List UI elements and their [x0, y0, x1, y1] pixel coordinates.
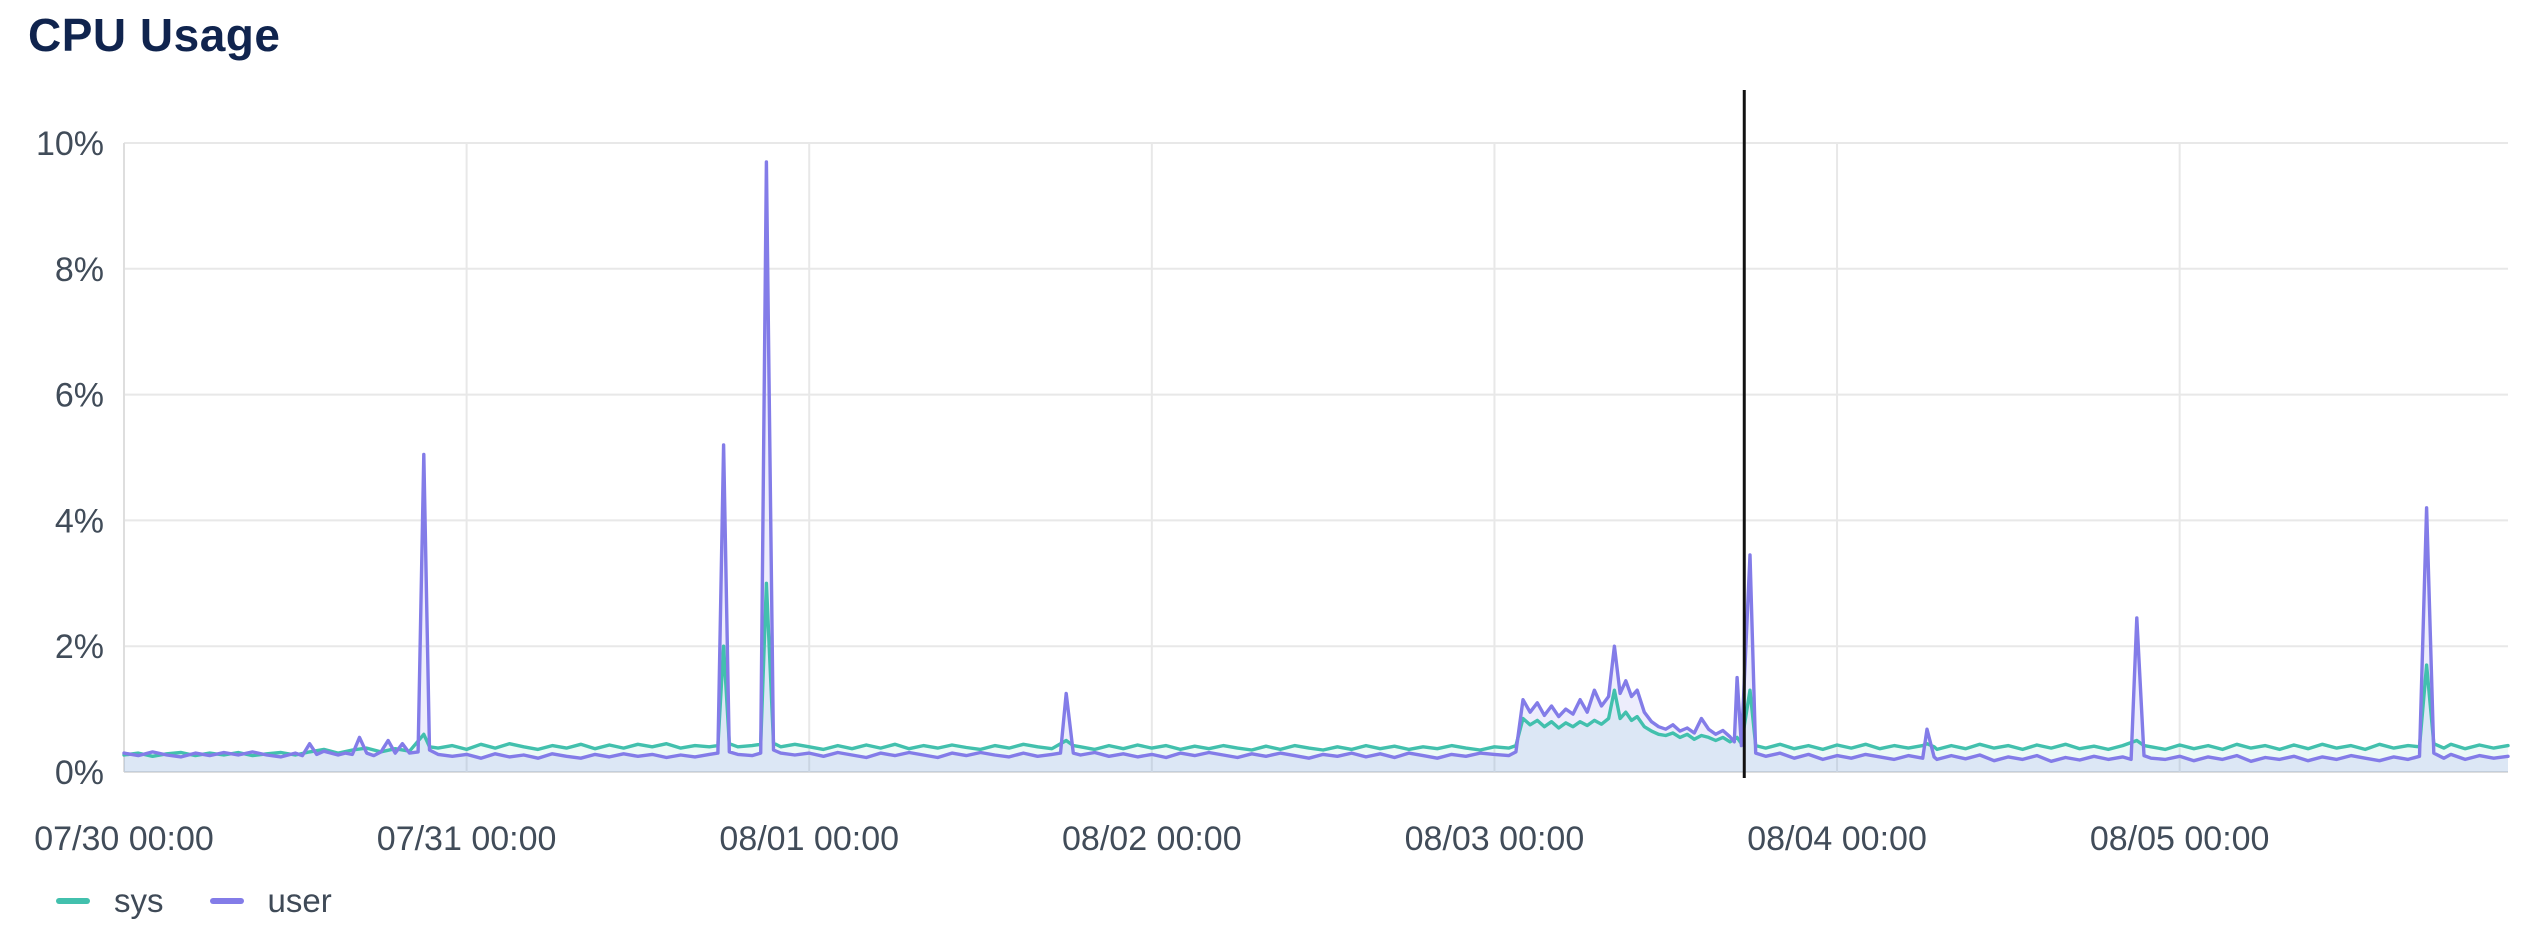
- legend-item-sys[interactable]: sys: [56, 882, 164, 920]
- cpu-usage-chart[interactable]: 0% 2% 4% 6% 8% 10% 07/30 00:00 07/31 00:00 08/01…: [0, 0, 2542, 870]
- y-axis-tick-label: 6%: [55, 377, 104, 415]
- y-axis-tick-label: 10%: [36, 125, 104, 163]
- x-axis-tick-label: 08/04 00:00: [1747, 820, 1927, 858]
- legend-item-user[interactable]: user: [209, 882, 332, 920]
- user-series-swatch: [209, 898, 244, 904]
- x-axis-tick-label: 08/01 00:00: [719, 820, 899, 858]
- y-axis-tick-label: 4%: [55, 502, 104, 540]
- sys-line: [122, 581, 2510, 758]
- x-axis-tick-label: 07/30 00:00: [34, 820, 214, 858]
- x-axis-tick-label: 08/03 00:00: [1405, 820, 1585, 858]
- user-line: [122, 160, 2510, 763]
- x-axis-tick-label: 07/31 00:00: [377, 820, 557, 858]
- chart-legend: sys user: [56, 882, 332, 920]
- chart-title: CPU Usage: [28, 9, 281, 61]
- x-axis-tick-label: 08/05 00:00: [2090, 820, 2270, 858]
- y-axis-tick-label: 2%: [55, 628, 104, 666]
- user-series-label: user: [267, 882, 332, 919]
- sys-series-label: sys: [114, 882, 164, 919]
- x-axis-tick-label: 08/02 00:00: [1062, 820, 1242, 858]
- sys-series-swatch: [56, 898, 90, 904]
- user-area: [124, 161, 2508, 772]
- y-axis-tick-label: 0%: [55, 754, 104, 792]
- y-axis-tick-label: 8%: [55, 251, 104, 289]
